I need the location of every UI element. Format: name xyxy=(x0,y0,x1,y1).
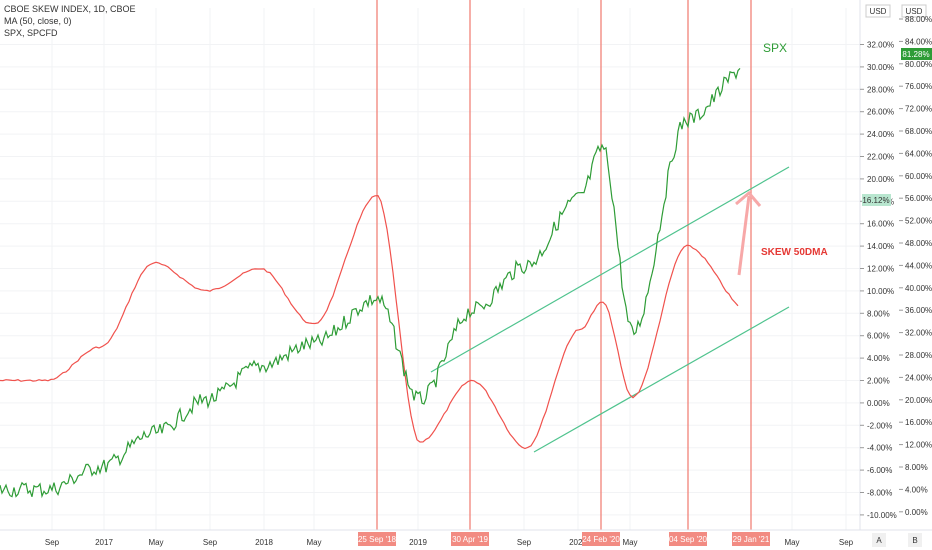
right-tick-label: 0.00% xyxy=(905,508,928,517)
left-scale-header-label: USD xyxy=(870,7,887,16)
left-tick-label: 32.00% xyxy=(867,41,894,50)
marker-date-labels: 25 Sep '18 30 Apr '19 24 Feb '20 04 Sep '20… xyxy=(358,532,770,546)
left-tick-label: 26.00% xyxy=(867,108,894,117)
projection-arrow-head xyxy=(735,190,762,207)
marker-date-label: 04 Sep '20 xyxy=(669,535,708,544)
auto-scale-label: A xyxy=(876,536,882,545)
time-tick-label: May xyxy=(306,538,321,547)
projection-arrow-shaft xyxy=(737,195,751,276)
marker-date-label: 29 Jan '21 xyxy=(733,535,770,544)
skew-annotation: SKEW 50DMA xyxy=(761,247,828,258)
left-tick-label: 30.00% xyxy=(867,63,894,72)
log-scale-button[interactable] xyxy=(908,533,922,547)
marker-label-bg xyxy=(582,532,620,546)
time-tick-label: May xyxy=(784,538,799,547)
marker-label-bg xyxy=(732,532,770,546)
time-tick-label: May xyxy=(622,538,637,547)
left-tick-label: 16.00% xyxy=(867,220,894,229)
projection-arrow xyxy=(735,190,762,276)
channel-lower-line[interactable] xyxy=(533,306,790,453)
time-tick-label: 2017 xyxy=(95,538,113,547)
left-tick-label: 12.00% xyxy=(867,265,894,274)
left-tick-label: 20.00% xyxy=(867,175,894,184)
left-scale-header[interactable] xyxy=(865,4,891,18)
left-tick-label: -2.00% xyxy=(867,421,892,430)
right-tick-label: 52.00% xyxy=(905,217,932,226)
spx-last-value-badge xyxy=(901,48,932,60)
right-tick-label: 8.00% xyxy=(905,463,928,472)
right-tick-label: 20.00% xyxy=(905,396,932,405)
right-tick-label: 36.00% xyxy=(905,306,932,315)
time-tick-label: Sep xyxy=(45,538,60,547)
left-tick-label: -8.00% xyxy=(867,489,892,498)
legend-ma[interactable]: MA (50, close, 0) xyxy=(4,16,72,26)
left-tick-label: -6.00% xyxy=(867,466,892,475)
right-tick-label: 84.00% xyxy=(905,37,932,46)
time-tick-label: Sep xyxy=(839,538,854,547)
left-tick-label: 10.00% xyxy=(867,287,894,296)
right-tick-label: 12.00% xyxy=(905,441,932,450)
right-tick-label: 64.00% xyxy=(905,149,932,158)
time-tick-label: Sep xyxy=(203,538,218,547)
left-tick-label: 8.00% xyxy=(867,309,890,318)
right-scale-header[interactable] xyxy=(901,4,927,18)
right-tick-label: 24.00% xyxy=(905,373,932,382)
time-tick-label: May xyxy=(148,538,163,547)
right-tick-label: 28.00% xyxy=(905,351,932,360)
skew-last-value: 16.12% xyxy=(862,196,889,205)
time-tick-label: 2019 xyxy=(409,538,427,547)
right-scale-header-label: USD xyxy=(906,7,923,16)
left-tick-label: 6.00% xyxy=(867,332,890,341)
marker-label-bg xyxy=(669,532,707,546)
right-tick-label: 16.00% xyxy=(905,418,932,427)
skew-last-value-badge xyxy=(862,194,891,206)
time-tick-label: 2018 xyxy=(255,538,273,547)
price-scale-bg xyxy=(860,0,932,530)
right-tick-label: 4.00% xyxy=(905,485,928,494)
left-tick-label: 22.00% xyxy=(867,153,894,162)
log-scale-label: B xyxy=(912,536,917,545)
marker-date-label: 25 Sep '18 xyxy=(358,535,397,544)
marker-label-bg xyxy=(358,532,396,546)
left-tick-label: 4.00% xyxy=(867,354,890,363)
time-scale-ticks: Sep 2017 May Sep 2018 May 2019 Sep 2020 May May Sep xyxy=(45,538,854,547)
time-tick-label: 2020 xyxy=(569,538,587,547)
legend-spx[interactable]: SPX, SPCFD xyxy=(4,28,58,38)
marker-date-label: 24 Feb '20 xyxy=(582,535,620,544)
vertical-markers xyxy=(376,0,752,530)
legend-symbol[interactable]: CBOE SKEW INDEX, 1D, CBOE xyxy=(4,4,136,14)
right-tick-label: 72.00% xyxy=(905,105,932,114)
right-tick-label: 80.00% xyxy=(905,60,932,69)
right-tick-label: 68.00% xyxy=(905,127,932,136)
right-tick-label: 76.00% xyxy=(905,82,932,91)
right-tick-label: 88.00% xyxy=(905,15,932,24)
marker-date-label: 30 Apr '19 xyxy=(452,535,488,544)
right-tick-label: 48.00% xyxy=(905,239,932,248)
grid xyxy=(0,8,860,538)
spx-last-value: 81.28% xyxy=(902,50,929,59)
marker-label-bg xyxy=(451,532,489,546)
auto-scale-button[interactable] xyxy=(872,533,886,547)
left-tick-label: -10.00% xyxy=(867,511,897,520)
left-tick-label: -4.00% xyxy=(867,444,892,453)
right-tick-label: 56.00% xyxy=(905,194,932,203)
left-tick-label: 28.00% xyxy=(867,85,894,94)
right-tick-label: 40.00% xyxy=(905,284,932,293)
left-tick-label: 0.00% xyxy=(867,399,890,408)
time-tick-label: Sep xyxy=(517,538,532,547)
left-tick-label: 14.00% xyxy=(867,242,894,251)
channel-upper-line[interactable] xyxy=(430,166,790,373)
skew-50dma-series xyxy=(0,194,739,450)
right-tick-label: 44.00% xyxy=(905,261,932,270)
left-tick-label: 24.00% xyxy=(867,130,894,139)
spx-annotation: SPX xyxy=(763,41,787,55)
right-tick-label: 60.00% xyxy=(905,172,932,181)
left-tick-label: 2.00% xyxy=(867,377,890,386)
right-tick-label: 32.00% xyxy=(905,329,932,338)
spx-series xyxy=(0,67,741,499)
channel-lines xyxy=(430,166,790,453)
right-scale-ticks: 88.00% 84.00% 80.00% 76.00% 72.00% 68.00% 64.0… xyxy=(899,15,932,539)
